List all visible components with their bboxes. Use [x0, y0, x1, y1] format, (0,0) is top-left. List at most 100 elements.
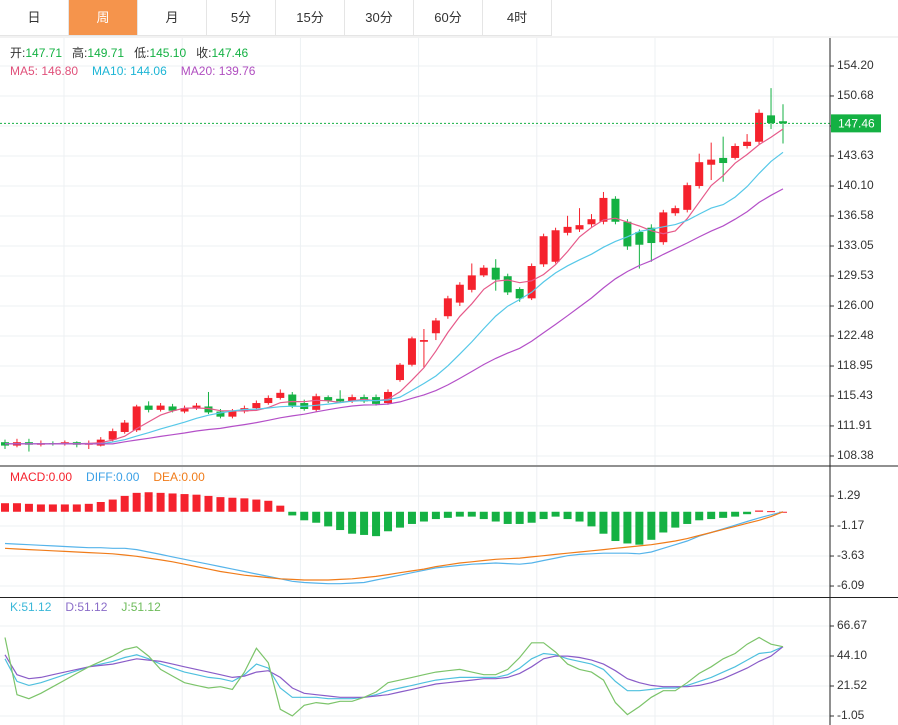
macd-bar: [731, 511, 740, 517]
macd-bar: [635, 511, 644, 545]
candle-body: [503, 276, 512, 293]
candle-body: [407, 338, 416, 365]
candle-body: [288, 394, 297, 406]
ohlc-value: 145.10: [149, 46, 186, 60]
macd-bar: [563, 511, 572, 520]
macd-bar: [515, 511, 524, 524]
macd-bar: [372, 511, 381, 537]
y-tick-label: -6.09: [837, 578, 865, 592]
macd-bar: [156, 492, 165, 512]
y-tick-label: 136.58: [837, 208, 874, 222]
ohlc-value: 149.71: [87, 46, 124, 60]
tab[interactable]: 日: [0, 0, 69, 36]
ohlc-value: 147.46: [211, 46, 248, 60]
legend-entry: DIFF:0.00: [86, 470, 140, 484]
legend-entry: MA20: 139.76: [181, 64, 256, 78]
macd-bar: [587, 511, 596, 527]
macd-bar: [360, 511, 369, 535]
candle-body: [551, 230, 560, 262]
y-tick-label: 44.10: [837, 648, 867, 662]
candle-body: [132, 406, 141, 431]
candle-body: [156, 405, 165, 410]
tab[interactable]: 周: [69, 0, 138, 36]
legend-entry: J:51.12: [121, 600, 161, 614]
last-price-tag: [831, 114, 881, 133]
y-tick-label: -3.63: [837, 548, 865, 562]
macd-bar: [312, 511, 321, 523]
candle-body: [180, 408, 189, 412]
macd-bar: [204, 495, 213, 512]
macd-bar: [743, 511, 752, 515]
candle-body: [419, 340, 428, 342]
y-tick-label: 122.48: [837, 328, 874, 342]
macd-bar: [240, 498, 249, 512]
candle-body: [168, 406, 177, 411]
macd-bar: [407, 511, 416, 524]
tab[interactable]: 月: [138, 0, 207, 36]
macd-bar: [479, 511, 488, 520]
tab-bar: 日周月 5分 15分 30分 60分 4时: [0, 0, 552, 36]
y-tick-label: 126.00: [837, 298, 874, 312]
macd-bar: [575, 511, 584, 522]
candle-body: [216, 411, 225, 417]
y-tick-label: 111.91: [837, 418, 872, 432]
candle-body: [635, 231, 644, 245]
macd-bar: [348, 511, 357, 534]
candle-body: [743, 141, 752, 147]
tab[interactable]: 5分: [207, 0, 276, 36]
tab[interactable]: 30分: [345, 0, 414, 36]
macd-bar: [180, 494, 189, 512]
candle-body: [683, 185, 692, 210]
ohlc-label: 开:: [10, 46, 25, 60]
macd-bar: [551, 511, 560, 517]
candle-body: [144, 405, 153, 410]
candle-body: [228, 411, 237, 417]
y-tick-label: 115.43: [837, 388, 873, 402]
y-tick-label: 108.38: [837, 448, 874, 462]
macd-bar: [539, 511, 548, 520]
candle-body: [719, 157, 728, 164]
candle-body: [443, 298, 452, 317]
y-tick-label: 143.63: [837, 148, 874, 162]
candle-body: [467, 275, 476, 290]
candle-body: [312, 396, 321, 410]
candle-body: [204, 406, 213, 413]
candle-body: [455, 284, 464, 303]
candle-body: [695, 162, 704, 187]
tab[interactable]: 4时: [483, 0, 552, 36]
macd-bar: [503, 511, 512, 524]
macd-bar: [443, 511, 452, 518]
line-series: [5, 151, 784, 445]
y-tick-label: 150.68: [837, 88, 874, 102]
macd-bar: [755, 510, 764, 512]
macd-bar: [707, 511, 716, 520]
legend-entry: DEA:0.00: [153, 470, 205, 484]
macd-bar: [671, 511, 680, 528]
candle-body: [539, 236, 548, 265]
macd-bar: [599, 511, 608, 534]
tab[interactable]: 60分: [414, 0, 483, 36]
candle-body: [755, 112, 764, 142]
macd-bar: [252, 499, 261, 512]
macd-bar: [431, 511, 440, 520]
macd-bar: [144, 492, 153, 512]
y-tick-label: 1.29: [837, 488, 861, 502]
candle-body: [336, 398, 345, 402]
macd-bar: [36, 504, 45, 512]
macd-bar: [300, 511, 309, 521]
y-tick-label: -1.17: [837, 518, 865, 532]
macd-bar: [659, 511, 668, 533]
tab[interactable]: 15分: [276, 0, 345, 36]
macd-bar: [695, 511, 704, 521]
macd-bar: [276, 505, 285, 512]
macd-bar: [623, 511, 632, 544]
macd-bar: [395, 511, 404, 528]
macd-bar: [216, 497, 225, 512]
line-series: [5, 128, 784, 445]
macd-bar: [12, 503, 21, 512]
macd-bar: [108, 499, 117, 512]
macd-bar: [192, 494, 201, 512]
candle-body: [348, 397, 357, 402]
ohlc-value: 147.71: [25, 46, 62, 60]
